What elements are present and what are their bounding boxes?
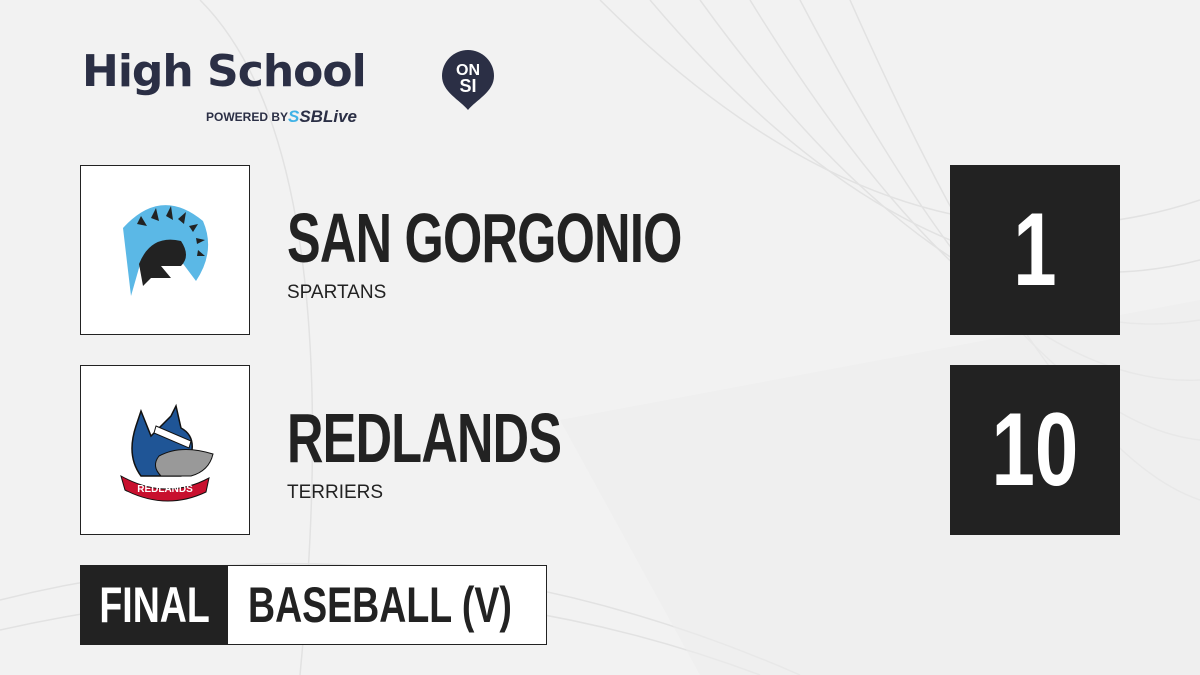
brand-title: High School <box>82 46 367 97</box>
final-badge: FINAL <box>81 566 228 644</box>
powered-by-label: POWERED BY <box>206 110 289 124</box>
team-score: 10 <box>950 365 1120 535</box>
team-logo-san-gorgonio <box>80 165 250 335</box>
sport-label-box: BASEBALL (V) <box>228 566 600 644</box>
sblive-text: SBLive <box>299 107 357 126</box>
terrier-dog-icon: REDLANDS <box>120 403 214 502</box>
game-status-bar: FINAL BASEBALL (V) <box>80 565 547 645</box>
final-label: FINAL <box>99 577 210 633</box>
spartan-helmet-icon <box>123 205 209 296</box>
brand-logo: High School <box>82 44 367 100</box>
team-mascot: TERRIERS <box>287 482 384 503</box>
sport-label: BASEBALL (V) <box>248 577 512 633</box>
team-name: SAN GORGONIO <box>287 199 682 277</box>
team-logo-redlands: REDLANDS <box>80 365 250 535</box>
pin-top-text: ON <box>456 62 480 79</box>
team-score: 1 <box>950 165 1120 335</box>
redlands-logo-text: REDLANDS <box>137 484 193 495</box>
pin-bottom-text: SI <box>459 76 476 96</box>
sblive-logo: SSBLive <box>288 107 357 127</box>
sblive-mark: S <box>288 107 300 126</box>
score-value: 1 <box>1013 191 1057 308</box>
score-value: 10 <box>991 391 1079 508</box>
team-mascot: SPARTANS <box>287 282 387 303</box>
team-name: REDLANDS <box>287 399 562 477</box>
on-si-pin-icon: ON SI <box>442 50 494 110</box>
